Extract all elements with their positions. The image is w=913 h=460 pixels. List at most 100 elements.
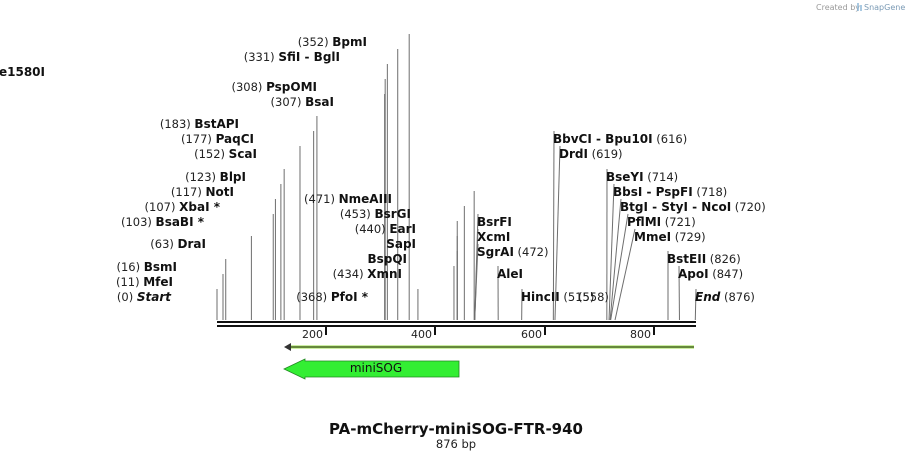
enzyme-name: XcmI bbox=[477, 230, 510, 244]
restriction-site-label[interactable]: BstEII (826) bbox=[667, 252, 741, 266]
restriction-site-label[interactable]: (352) BpmI bbox=[298, 35, 367, 49]
enzyme-name: PfoI * bbox=[331, 290, 369, 304]
enzyme-name: NmeAIII bbox=[339, 192, 392, 206]
site-position: (63) bbox=[150, 237, 177, 251]
restriction-site-label[interactable]: (0) Start bbox=[117, 290, 172, 304]
sequence-length: 876 bp bbox=[436, 437, 476, 451]
enzyme-name: - StyI bbox=[648, 200, 688, 214]
restriction-site-label[interactable]: SapI bbox=[386, 237, 416, 251]
restriction-site-label[interactable]: AleI bbox=[497, 267, 523, 281]
restriction-site-label[interactable]: ApoI (847) bbox=[678, 267, 743, 281]
site-position: (471) bbox=[304, 192, 339, 206]
site-position: (152) bbox=[194, 147, 229, 161]
snapgene-logo-icon bbox=[857, 3, 862, 11]
site-position: (876) bbox=[720, 290, 755, 304]
restriction-site-label[interactable]: (308) PspOMI bbox=[231, 80, 317, 94]
restriction-site-label[interactable]: BsrFI bbox=[477, 215, 512, 229]
restriction-site-label[interactable]: (152) ScaI bbox=[194, 147, 257, 161]
site-position: (177) bbox=[181, 132, 216, 146]
restriction-site-label[interactable]: XcmI bbox=[477, 230, 510, 244]
enzyme-name: SapI bbox=[386, 237, 416, 251]
enzyme-name: Start bbox=[137, 290, 172, 304]
restriction-site-label[interactable]: (123) BlpI bbox=[185, 170, 246, 184]
restriction-site-label[interactable]: (11) MfeI bbox=[116, 275, 173, 289]
enzyme-name: MmeI bbox=[634, 230, 671, 244]
site-position: (107) bbox=[145, 200, 180, 214]
enzyme-name: BsmI bbox=[144, 260, 177, 274]
restriction-site-label[interactable]: MmeI (729) bbox=[634, 230, 706, 244]
scale-ticks: 200 400 600 800 bbox=[302, 327, 655, 341]
restriction-site-label[interactable]: (453) BsrGI bbox=[340, 207, 411, 221]
site-position: (0) bbox=[117, 290, 137, 304]
restriction-site-label[interactable]: HincII (515) bbox=[521, 290, 594, 304]
restriction-site-label[interactable]: SgrAI (472) bbox=[477, 245, 549, 259]
enzyme-name: - PspFI bbox=[642, 185, 692, 199]
restriction-site-label[interactable]: (177) PaqCI bbox=[181, 132, 254, 146]
scale-tick-label: 800 bbox=[630, 328, 651, 341]
scale-tick-label: 200 bbox=[302, 328, 323, 341]
site-position: (826) bbox=[706, 252, 741, 266]
site-position: (16) bbox=[116, 260, 143, 274]
restriction-site-label[interactable]: BspQI bbox=[367, 252, 407, 266]
restriction-site-label[interactable]: (107) XbaI * bbox=[145, 200, 221, 214]
restriction-site-label[interactable]: (434) XmnI bbox=[333, 267, 402, 281]
site-position: (331) bbox=[244, 50, 279, 64]
enzyme-name: - BglI bbox=[300, 50, 340, 64]
site-leader-line bbox=[554, 145, 561, 321]
restriction-site-label[interactable]: (183) BstAPI bbox=[160, 117, 239, 131]
restriction-site-label[interactable]: (558) bbox=[578, 290, 609, 304]
site-position: (368) bbox=[296, 290, 331, 304]
enzyme-name: XbaI * bbox=[179, 200, 221, 214]
enzyme-name: BsrFI bbox=[477, 215, 512, 229]
site-position: (714) bbox=[644, 170, 679, 184]
restriction-site-label[interactable]: (440) EarI bbox=[355, 222, 416, 236]
enzyme-name: NotI bbox=[206, 185, 235, 199]
restriction-site-label[interactable]: (312) ApaI - BanII - BaeGI - Bsp1286I - … bbox=[0, 65, 45, 79]
enzyme-name: PspOMI bbox=[266, 80, 317, 94]
site-position: (718) bbox=[693, 185, 728, 199]
restriction-site-label[interactable]: (471) NmeAIII bbox=[304, 192, 392, 206]
map-title: PA-mCherry-miniSOG-FTR-940 bbox=[329, 420, 583, 438]
restriction-site-label[interactable]: BseYI (714) bbox=[606, 170, 678, 184]
site-leader-line bbox=[608, 183, 615, 321]
site-leaders bbox=[216, 34, 697, 321]
restriction-site-label[interactable]: (63) DraI bbox=[150, 237, 206, 251]
enzyme-name: AleI bbox=[497, 267, 523, 281]
enzyme-name: ScaI bbox=[229, 147, 257, 161]
site-position: (616) bbox=[653, 132, 688, 146]
restriction-site-label[interactable]: (117) NotI bbox=[171, 185, 234, 199]
site-position: (123) bbox=[185, 170, 220, 184]
site-position: (453) bbox=[340, 207, 375, 221]
restriction-site-label[interactable]: (307) BsaI bbox=[271, 95, 334, 109]
site-position: (352) bbox=[298, 35, 333, 49]
minisog-feature[interactable]: miniSOG bbox=[283, 358, 460, 380]
restriction-site-label[interactable]: BtgI - StyI - NcoI (720) bbox=[620, 200, 766, 214]
restriction-site-label[interactable]: (16) BsmI bbox=[116, 260, 177, 274]
enzyme-name: BbvCI bbox=[553, 132, 592, 146]
restriction-site-label[interactable]: PflMI (721) bbox=[627, 215, 696, 229]
sequence-backbone bbox=[217, 321, 696, 327]
enzyme-name: BpmI bbox=[332, 35, 367, 49]
enzyme-name: BbsI bbox=[613, 185, 642, 199]
snapgene-brand: SnapGene bbox=[864, 3, 905, 12]
restriction-site-label[interactable]: BbsI - PspFI (718) bbox=[613, 185, 727, 199]
restriction-site-label[interactable]: (103) BsaBI * bbox=[121, 215, 205, 229]
restriction-site-label[interactable]: End (876) bbox=[695, 290, 755, 304]
restriction-site-label[interactable]: BbvCI - Bpu10I (616) bbox=[553, 132, 687, 146]
site-position: (720) bbox=[731, 200, 766, 214]
restriction-site-label[interactable]: DrdI (619) bbox=[559, 147, 623, 161]
enzyme-name: BlpI bbox=[220, 170, 246, 184]
enzyme-name: MfeI bbox=[143, 275, 173, 289]
enzyme-name: BsaI bbox=[305, 95, 334, 109]
enzyme-name: BtgI bbox=[620, 200, 648, 214]
enzyme-name: BstEII bbox=[667, 252, 706, 266]
enzyme-name: BseYI bbox=[606, 170, 644, 184]
site-position: (103) bbox=[121, 215, 156, 229]
restriction-site-label[interactable]: (368) PfoI * bbox=[296, 290, 368, 304]
site-position: (721) bbox=[661, 215, 696, 229]
site-position: (729) bbox=[671, 230, 706, 244]
site-position: (472) bbox=[514, 245, 549, 259]
site-position: (183) bbox=[160, 117, 195, 131]
restriction-site-label[interactable]: (331) SfiI - BglI bbox=[244, 50, 340, 64]
